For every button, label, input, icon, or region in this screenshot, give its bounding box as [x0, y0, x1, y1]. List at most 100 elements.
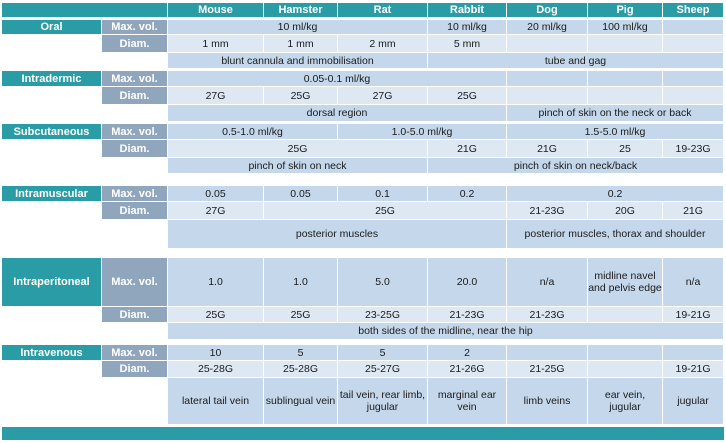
table-cell: 1 mm: [168, 35, 263, 52]
table-cell: pinch of skin on neck: [168, 158, 427, 173]
table-cell: 21G: [507, 140, 587, 157]
table-cell: [588, 345, 662, 360]
table-cell: jugular: [663, 378, 723, 424]
table-cell: 10 ml/kg: [168, 20, 427, 34]
table-cell: 27G: [338, 87, 427, 104]
table-cell: limb veins: [507, 378, 587, 424]
row-label-diam: Diam.: [102, 87, 167, 104]
table-cell: dorsal region: [168, 105, 506, 121]
table-cell: both sides of the midline, near the hip: [168, 323, 723, 339]
table-cell: 0.05-0.1 ml/kg: [168, 71, 506, 86]
table-cell: 19-21G: [663, 307, 723, 322]
table-cell: 25G: [168, 140, 427, 157]
table-cell: pinch of skin on neck/back: [428, 158, 723, 173]
table-cell: [663, 35, 723, 52]
row-label-max-vol: Max. vol.: [102, 186, 167, 201]
table-cell: 27G: [168, 87, 263, 104]
table-cell: [507, 345, 587, 360]
row-label-diam: Diam.: [102, 35, 167, 52]
table-cell: 19-23G: [663, 140, 723, 157]
table-cell: 21-23G: [507, 307, 587, 322]
table-cell: pinch of skin on the neck or back: [507, 105, 723, 121]
route-label-subcutaneous: Subcutaneous: [2, 124, 101, 139]
table-cell: 21-26G: [428, 361, 506, 377]
table-cell: posterior muscles, thorax and shoulder: [507, 220, 723, 248]
table-cell: 23-25G: [338, 307, 427, 322]
bottom-bar: [2, 427, 724, 440]
table-cell: 19-21G: [663, 361, 723, 377]
table-cell: 0.05: [168, 186, 263, 201]
table-cell: [588, 35, 662, 52]
row-label-max-vol: Max. vol.: [102, 345, 167, 360]
table-cell: 25-27G: [338, 361, 427, 377]
table-cell: 25-28G: [168, 361, 263, 377]
table-cell: posterior muscles: [168, 220, 506, 248]
header-rabbit: Rabbit: [428, 3, 506, 17]
table-cell: lateral tail vein: [168, 378, 263, 424]
row-label-max-vol: Max. vol.: [102, 20, 167, 34]
dosage-table: Mouse Hamster Rat Rabbit Dog Pig Sheep Oral Max.…: [2, 3, 724, 426]
header-dog: Dog: [507, 3, 587, 17]
table-cell: [507, 87, 587, 104]
table-cell: blunt cannula and immobilisation: [168, 53, 427, 68]
table-cell: midline navel and pelvis edge: [588, 258, 662, 306]
table-cell: 2: [428, 345, 506, 360]
table-cell: 0.2: [507, 186, 723, 201]
header-sheep: Sheep: [663, 3, 723, 17]
table-cell: 1 mm: [264, 35, 337, 52]
row-label-diam: Diam.: [102, 307, 167, 322]
row-label-max-vol: Max. vol.: [102, 124, 167, 139]
table-cell: [588, 87, 662, 104]
table-cell: 25: [588, 140, 662, 157]
route-label-intradermic: Intradermic: [2, 71, 101, 86]
table-cell: 1.5-5.0 ml/kg: [507, 124, 723, 139]
table-cell: 0.5-1.0 ml/kg: [168, 124, 337, 139]
route-label-intravenous: Intravenous: [2, 345, 101, 360]
table-cell: 21-23G: [507, 202, 587, 219]
table-cell: n/a: [507, 258, 587, 306]
table-cell: 20G: [588, 202, 662, 219]
table-cell: 10 ml/kg: [428, 20, 506, 34]
row-label-diam: Diam.: [102, 361, 167, 377]
table-cell: 25G: [428, 87, 506, 104]
header-mouse: Mouse: [168, 3, 263, 17]
table-cell: [663, 87, 723, 104]
table-cell: 21-25G: [507, 361, 587, 377]
table-cell: 21G: [663, 202, 723, 219]
row-label-diam: Diam.: [102, 202, 167, 219]
header-rat: Rat: [338, 3, 427, 17]
table-cell: [663, 71, 723, 86]
table-cell: 25G: [168, 307, 263, 322]
table-cell: 25-28G: [264, 361, 337, 377]
table-cell: ear vein, jugular: [588, 378, 662, 424]
table-cell: 1.0: [168, 258, 263, 306]
table-cell: marginal ear vein: [428, 378, 506, 424]
table-cell: [507, 35, 587, 52]
table-cell: [588, 71, 662, 86]
row-label-max-vol: Max. vol.: [102, 258, 167, 306]
table-cell: 25G: [264, 202, 506, 219]
table-cell: 25G: [264, 87, 337, 104]
table-cell: 5: [338, 345, 427, 360]
table-cell: sublingual vein: [264, 378, 337, 424]
table-cell: 10: [168, 345, 263, 360]
route-label-oral: Oral: [2, 20, 101, 34]
table-cell: tube and gag: [428, 53, 723, 68]
row-label-max-vol: Max. vol.: [102, 71, 167, 86]
table-cell: [588, 361, 662, 377]
header-corner: [2, 3, 167, 17]
table-cell: 25G: [264, 307, 337, 322]
table-cell: [588, 307, 662, 322]
table-cell: [507, 71, 587, 86]
table-cell: 27G: [168, 202, 263, 219]
table-cell: n/a: [663, 258, 723, 306]
table-cell: 5: [264, 345, 337, 360]
table-cell: 1.0: [264, 258, 337, 306]
table-cell: 20.0: [428, 258, 506, 306]
route-label-intramuscular: Intramuscular: [2, 186, 101, 201]
table-cell: 21-23G: [428, 307, 506, 322]
table-cell: 0.05: [264, 186, 337, 201]
table-cell: 1.0-5.0 ml/kg: [338, 124, 506, 139]
table-cell: tail vein, rear limb, jugular: [338, 378, 427, 424]
table-cell: 5.0: [338, 258, 427, 306]
